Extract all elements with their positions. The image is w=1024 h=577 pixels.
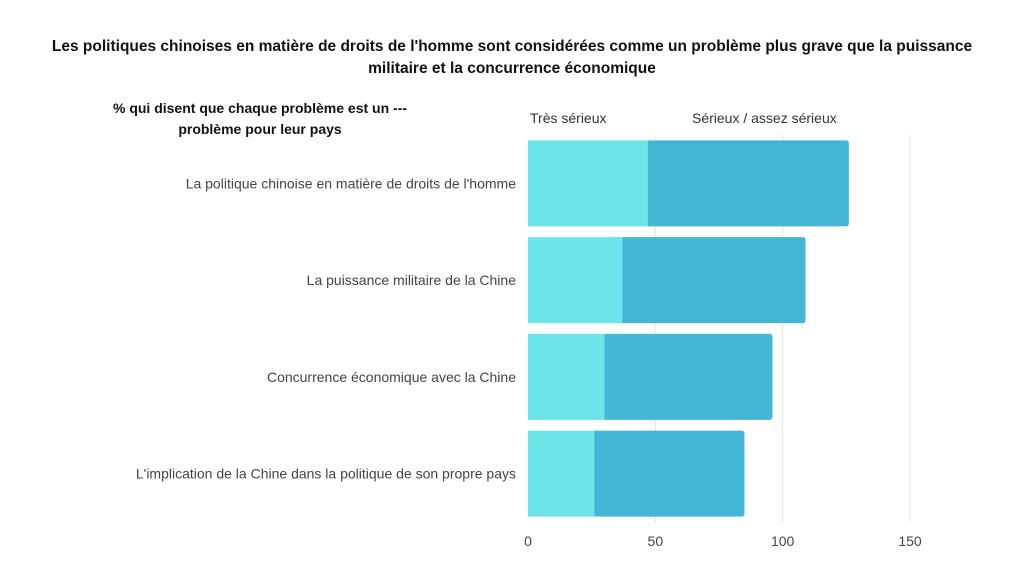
x-axis-ticks: 0 50 100 150 [524, 533, 922, 549]
x-tick-label: 0 [524, 533, 532, 549]
bar-serious-0 [647, 140, 849, 227]
bar-serious-1 [622, 237, 806, 324]
bar-very-serious-3 [528, 430, 595, 517]
category-labels: La politique chinoise en matière de droi… [136, 175, 516, 481]
category-label: La politique chinoise en matière de droi… [186, 175, 517, 191]
legend-entry-serious: Sérieux / assez sérieux [692, 110, 837, 126]
bar-very-serious-1 [528, 237, 623, 324]
category-label: L'implication de la Chine dans la politi… [136, 466, 516, 482]
bar-very-serious-2 [528, 333, 605, 420]
bar-serious-2 [604, 333, 773, 420]
bars [528, 140, 849, 517]
category-label: La puissance militaire de la Chine [307, 272, 517, 288]
chart-title: Les politiques chinoises en matière de d… [51, 38, 973, 77]
category-label: Concurrence économique avec la Chine [267, 369, 516, 385]
x-tick-label: 50 [648, 533, 664, 549]
bar-serious-3 [594, 430, 745, 517]
chart-subtitle: % qui disent que chaque problème est un … [112, 100, 408, 137]
x-tick-label: 100 [771, 533, 795, 549]
x-tick-label: 150 [898, 533, 922, 549]
bar-very-serious-0 [528, 140, 648, 227]
legend-entry-very-serious: Très sérieux [530, 110, 607, 126]
